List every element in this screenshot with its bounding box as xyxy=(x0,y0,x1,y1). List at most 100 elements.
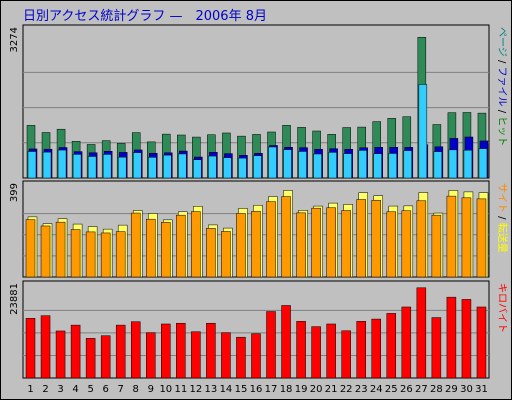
bar-kbytes-キロバイト xyxy=(296,321,306,379)
bar-pages-files-hits-ページ xyxy=(253,155,262,179)
bar-kbytes-キロバイト xyxy=(40,315,51,379)
bar-sites-kb-サイト xyxy=(296,212,306,278)
day-label: 11 xyxy=(174,384,187,395)
bar-sites-kb-サイト xyxy=(281,196,291,278)
bar-pages-files-hits-ページ xyxy=(102,154,112,179)
bar-sites-kb-サイト xyxy=(251,211,261,278)
bar-pages-files-hits-ページ xyxy=(57,149,67,179)
ymax-label-sites-kb: 399 xyxy=(9,183,20,202)
day-label: 28 xyxy=(430,384,443,395)
bar-kbytes-キロバイト xyxy=(115,324,126,379)
day-label: 23 xyxy=(355,384,368,395)
bar-sites-kb-サイト xyxy=(236,213,246,278)
bar-kbytes-キロバイト xyxy=(446,296,457,379)
chart-title: 日別アクセス統計グラフ — 2006年 8月 xyxy=(23,9,267,24)
bar-pages-files-hits-ページ xyxy=(358,150,367,179)
day-label: 15 xyxy=(235,384,248,395)
series-label-part: / xyxy=(496,107,507,117)
series-label-part: / xyxy=(496,57,507,67)
day-label: 3 xyxy=(57,384,63,395)
bar-pages-files-hits-ページ xyxy=(298,151,307,179)
day-label: 4 xyxy=(72,384,78,395)
series-label-part: ヒット xyxy=(496,116,508,146)
bar-pages-files-hits-ページ xyxy=(42,151,52,179)
day-label: 12 xyxy=(190,384,203,395)
series-label-part: 転送量 xyxy=(496,223,509,253)
bar-pages-files-hits-ページ xyxy=(268,146,277,179)
bar-sites-kb-サイト xyxy=(311,207,321,278)
bar-kbytes-キロバイト xyxy=(371,318,381,379)
bar-pages-files-hits-ページ xyxy=(373,153,382,179)
series-label-part: ファイル xyxy=(496,67,507,107)
day-label: 25 xyxy=(385,384,398,395)
bar-pages-files-hits-ページ xyxy=(463,149,473,179)
series-label-part: / xyxy=(496,213,507,223)
bar-kbytes-キロバイト xyxy=(146,332,156,379)
bar-kbytes-キロバイト xyxy=(386,313,397,379)
bar-sites-kb-サイト xyxy=(191,211,201,278)
bar-sites-kb-サイト xyxy=(401,210,412,278)
bar-sites-kb-サイト xyxy=(476,198,487,278)
series-label-sites-kb: サイト / 転送量 xyxy=(496,183,509,253)
day-label: 21 xyxy=(325,384,338,395)
bar-sites-kb-サイト xyxy=(85,231,96,278)
bar-pages-files-hits-ページ xyxy=(313,153,322,179)
bar-sites-kb-サイト xyxy=(40,225,51,278)
bar-kbytes-キロバイト xyxy=(206,322,216,379)
day-label: 16 xyxy=(250,384,263,395)
day-label: 31 xyxy=(475,384,488,395)
bar-kbytes-キロバイト xyxy=(326,323,336,379)
bar-sites-kb-サイト xyxy=(55,221,66,278)
day-label: 19 xyxy=(295,384,308,395)
bar-sites-kb-サイト xyxy=(146,218,156,278)
bar-kbytes-キロバイト xyxy=(356,321,366,379)
day-label: 27 xyxy=(415,384,428,395)
series-label-pages-files-hits: ページ / ファイル / ヒット xyxy=(496,27,508,146)
day-label: 22 xyxy=(340,384,353,395)
bar-kbytes-キロバイト xyxy=(266,311,276,379)
bar-pages-files-hits-ページ xyxy=(418,84,428,179)
bar-pages-files-hits-ページ xyxy=(148,157,157,179)
bar-sites-kb-サイト xyxy=(461,197,472,278)
day-label: 20 xyxy=(310,384,323,395)
bar-pages-files-hits-ページ xyxy=(283,149,292,179)
bar-kbytes-キロバイト xyxy=(251,333,261,379)
bar-kbytes-キロバイト xyxy=(341,330,351,379)
bar-kbytes-キロバイト xyxy=(431,317,442,379)
bar-pages-files-hits-ページ xyxy=(403,150,413,179)
day-label: 14 xyxy=(220,384,233,395)
bar-kbytes-キロバイト xyxy=(236,336,246,379)
bar-sites-kb-サイト xyxy=(206,228,216,278)
bar-pages-files-hits-ページ xyxy=(87,156,97,179)
bar-sites-kb-サイト xyxy=(161,222,171,278)
day-label: 26 xyxy=(400,384,413,395)
bar-sites-kb-サイト xyxy=(266,201,276,278)
bar-sites-kb-サイト xyxy=(130,212,141,278)
day-label: 8 xyxy=(133,384,139,395)
bar-kbytes-キロバイト xyxy=(55,330,66,379)
day-label: 13 xyxy=(205,384,218,395)
ymax-label-kbytes: 23881 xyxy=(9,283,20,315)
bar-pages-files-hits-ページ xyxy=(478,148,488,179)
bar-sites-kb-サイト xyxy=(100,232,111,278)
bar-sites-kb-サイト xyxy=(416,200,427,278)
bar-kbytes-キロバイト xyxy=(176,322,186,379)
bar-sites-kb-サイト xyxy=(115,231,126,278)
bar-sites-kb-サイト xyxy=(446,195,457,278)
day-label: 7 xyxy=(118,384,124,395)
day-label: 2 xyxy=(42,384,48,395)
bar-sites-kb-サイト xyxy=(431,214,442,278)
bar-pages-files-hits-ページ xyxy=(448,149,458,179)
bar-sites-kb-サイト xyxy=(341,210,351,278)
bar-pages-files-hits-ページ xyxy=(343,153,352,179)
bar-pages-files-hits-ページ xyxy=(388,153,398,179)
bar-pages-files-hits-ページ xyxy=(328,152,337,179)
day-label: 5 xyxy=(87,384,93,395)
bar-kbytes-キロバイト xyxy=(191,331,201,379)
series-label-part: キロバイト xyxy=(496,283,508,333)
day-label: 6 xyxy=(102,384,108,395)
bar-pages-files-hits-ページ xyxy=(223,157,232,179)
bar-pages-files-hits-ページ xyxy=(132,152,142,179)
